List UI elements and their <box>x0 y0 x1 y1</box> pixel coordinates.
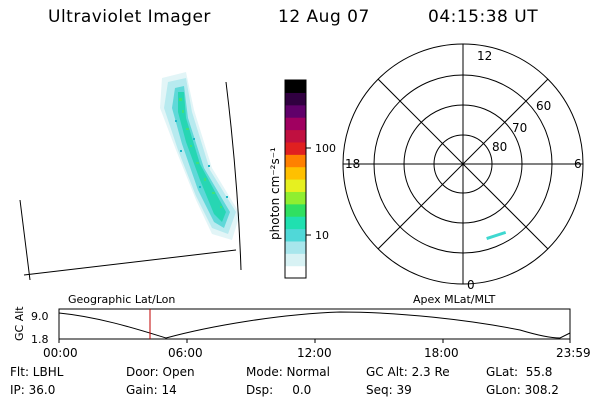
timeline-x-label-0000: 00:00 <box>43 346 78 360</box>
polar-clock-label-6: 6 <box>574 157 582 171</box>
altitude-curve <box>58 311 571 339</box>
aurora-green-speckles <box>179 98 222 208</box>
polar-plot <box>342 43 584 285</box>
gc-alt-info: GC Alt: 2.3 Re <box>366 365 450 379</box>
colorbar-segment <box>285 141 306 155</box>
colorbar-segment <box>285 191 306 205</box>
colorbar-segment <box>285 216 306 230</box>
aurora-bright-core <box>178 92 226 222</box>
ip-info: IP: 36.0 <box>10 383 56 397</box>
image-bottom-edge <box>23 249 237 276</box>
colorbar-segment <box>285 265 306 279</box>
aurora-cyan-speckles <box>175 120 228 198</box>
colorbar-segment <box>285 166 306 180</box>
polar-lat-label-80: 80 <box>492 140 507 154</box>
polar-aurora-patch <box>486 230 507 240</box>
timeline-right-title: Apex MLat/MLT <box>413 293 496 306</box>
intensity-colorbar <box>285 80 306 279</box>
colorbar-frame <box>284 79 307 279</box>
instrument-title: Ultraviolet Imager <box>48 7 211 27</box>
filter-info: Flt: LBHL <box>10 365 64 379</box>
seq-info: Seq: 39 <box>366 383 412 397</box>
gain-info: Gain: 14 <box>126 383 177 397</box>
colorbar-tick-label-10: 10 <box>315 229 329 242</box>
timeline-x-ticks <box>58 339 571 343</box>
timeline-left-title: Geographic Lat/Lon <box>68 293 175 306</box>
image-right-edge <box>225 81 242 271</box>
dsp-info: Dsp: 0.0 <box>246 383 312 397</box>
colorbar-segment <box>285 80 306 93</box>
colorbar-segment <box>285 203 306 217</box>
timeline-x-label-2359: 23:59 <box>556 346 591 360</box>
colorbar-segment <box>285 92 306 106</box>
polar-clock-label-18: 18 <box>345 157 360 171</box>
image-left-edge <box>19 199 31 281</box>
colorbar-segment <box>285 129 306 143</box>
colorbar-segment <box>285 104 306 118</box>
timeline-y-tick-9: 9.0 <box>31 310 49 323</box>
colorbar-segment <box>285 253 306 267</box>
colorbar-segment <box>285 179 306 192</box>
colorbar-segment <box>285 240 306 254</box>
observation-date: 12 Aug 07 <box>278 7 370 27</box>
polar-clock-label-0: 0 <box>467 278 475 292</box>
glon-info: GLon: 308.2 <box>486 383 559 397</box>
timeline-x-label-1200: 12:00 <box>297 346 332 360</box>
observation-time: 04:15:38 UT <box>428 7 539 27</box>
colorbar-unit-label: photon cm⁻²s⁻¹ <box>268 147 282 240</box>
glat-info: GLat: 55.8 <box>486 365 553 379</box>
timeline-y-tick-1-8: 1.8 <box>31 333 49 346</box>
colorbar-tick-label-100: 100 <box>315 142 336 155</box>
polar-clock-label-12: 12 <box>477 49 492 63</box>
colorbar-segment <box>285 117 306 131</box>
geographic-image-panel <box>19 72 242 281</box>
polar-lat-label-70: 70 <box>512 121 527 135</box>
orbit-timeline: Geographic Lat/Lon Apex MLat/MLT GC Alt … <box>13 293 591 360</box>
colorbar-segment <box>285 154 306 168</box>
polar-diagonal-b <box>377 78 549 250</box>
mode-info: Mode: Normal <box>246 365 330 379</box>
timeline-x-label-1800: 18:00 <box>424 346 459 360</box>
polar-lat-label-60: 60 <box>536 99 551 113</box>
door-info: Door: Open <box>126 365 195 379</box>
timeline-x-label-0600: 06:00 <box>168 346 203 360</box>
colorbar-segment <box>285 228 306 242</box>
timeline-y-axis-label: GC Alt <box>13 306 26 341</box>
